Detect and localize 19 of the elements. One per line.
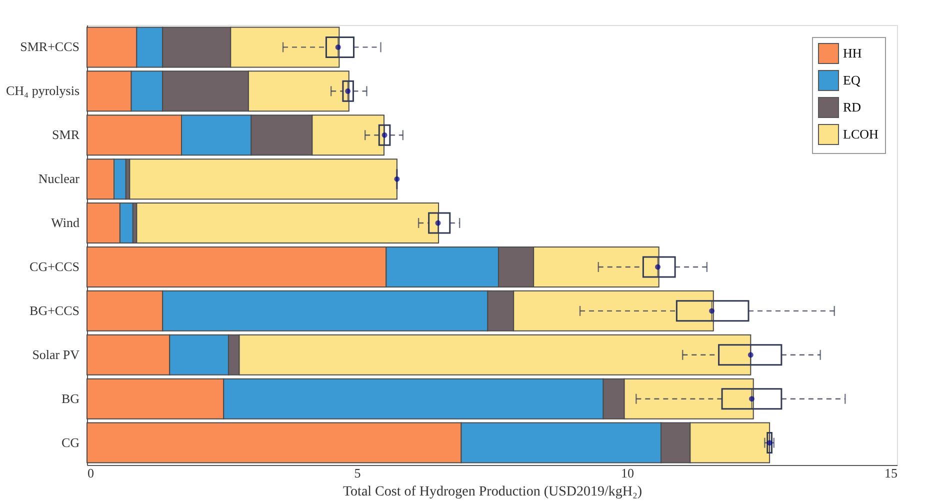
y-tick-label: Nuclear (38, 171, 80, 186)
y-tick-label: CH₄ pyrolysis (6, 83, 80, 98)
y-tick-label: SMR+CCS (20, 39, 80, 54)
legend-label: EQ (843, 72, 861, 88)
x-tick-label: 10 (621, 466, 634, 480)
y-tick-label: BG (61, 390, 80, 406)
y-tick-label: SMR (52, 127, 80, 142)
y-tick-label: BG+CCS (30, 302, 80, 318)
x-tick-label: 15 (884, 466, 898, 480)
legend-label: LCOH (843, 126, 878, 142)
x-axis-title: Total Cost of Hydrogen Production (USD2019/kgH₂) (342, 484, 642, 500)
legend-label: HH (843, 46, 862, 60)
y-tick-label: CG (61, 434, 80, 450)
legend-label: RD (843, 100, 862, 114)
x-tick-label: 5 (354, 466, 361, 480)
y-tick-label: Wind (51, 215, 80, 230)
y-tick-label: CG+CCS (30, 258, 80, 274)
x-tick-label: 0 (88, 466, 94, 480)
y-tick-label: Solar PV (32, 346, 80, 362)
